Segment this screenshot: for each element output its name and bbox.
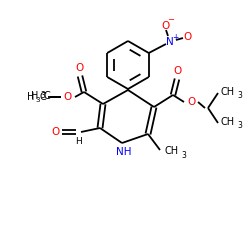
- Text: N: N: [166, 37, 174, 47]
- Text: H: H: [30, 91, 38, 101]
- Text: O: O: [75, 63, 83, 73]
- Text: 3: 3: [238, 122, 242, 130]
- Text: O: O: [51, 127, 59, 137]
- Text: O: O: [64, 92, 72, 102]
- Text: CH: CH: [165, 146, 179, 156]
- Text: H: H: [74, 138, 82, 146]
- Text: 3: 3: [36, 97, 40, 103]
- Text: C: C: [40, 92, 46, 102]
- Text: O: O: [187, 97, 195, 107]
- Text: +: +: [172, 32, 178, 42]
- Text: CH: CH: [221, 117, 235, 127]
- Text: NH: NH: [116, 147, 132, 157]
- Text: O: O: [174, 66, 182, 76]
- Text: O: O: [161, 21, 169, 31]
- Text: H: H: [27, 92, 35, 102]
- Text: O: O: [183, 32, 191, 42]
- Text: −: −: [168, 16, 174, 24]
- Text: 3: 3: [182, 150, 186, 160]
- Text: C: C: [43, 91, 50, 101]
- Text: 3: 3: [40, 92, 45, 100]
- Text: 3: 3: [238, 92, 242, 100]
- Text: CH: CH: [221, 87, 235, 97]
